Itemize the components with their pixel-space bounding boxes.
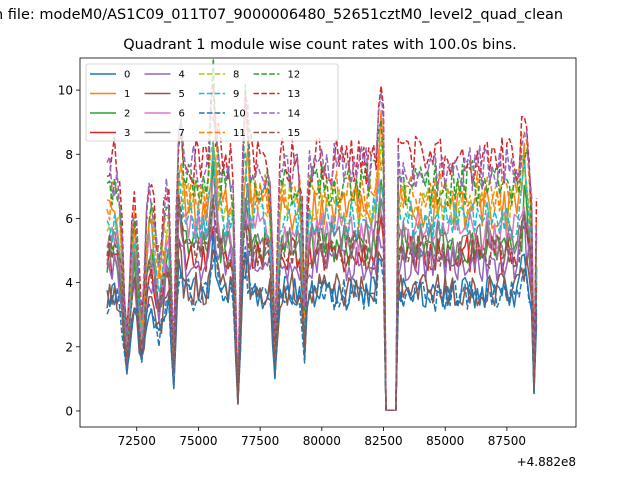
legend-label-7: 7 bbox=[179, 128, 185, 139]
legend-label-6: 6 bbox=[179, 109, 185, 120]
x-tick-label: 80000 bbox=[303, 434, 341, 448]
legend-label-2: 2 bbox=[124, 109, 130, 120]
legend-box bbox=[85, 63, 339, 142]
chart-title: Quadrant 1 module wise count rates with … bbox=[123, 37, 517, 53]
y-tick-label: 6 bbox=[65, 212, 73, 226]
y-tick-label: 2 bbox=[65, 340, 73, 354]
legend-label-8: 8 bbox=[233, 70, 239, 81]
series-line-11 bbox=[106, 109, 538, 412]
y-tick-label: 0 bbox=[65, 404, 73, 418]
legend-label-3: 3 bbox=[124, 128, 130, 139]
legend-label-13: 13 bbox=[288, 89, 301, 100]
figure-suptitle: n file: modeM0/AS1C09_011T07_9000006480_… bbox=[0, 7, 564, 23]
x-tick-label: 77500 bbox=[241, 434, 279, 448]
legend-label-4: 4 bbox=[179, 70, 185, 81]
x-offset-label: +4.882e8 bbox=[517, 455, 576, 469]
series-line-10 bbox=[106, 246, 538, 412]
legend-label-14: 14 bbox=[288, 109, 301, 120]
y-tick-label: 10 bbox=[58, 84, 73, 98]
legend-label-12: 12 bbox=[288, 70, 301, 81]
legend-label-11: 11 bbox=[233, 128, 246, 139]
x-tick-label: 85000 bbox=[426, 434, 464, 448]
legend-label-9: 9 bbox=[233, 89, 239, 100]
legend-label-0: 0 bbox=[124, 70, 130, 81]
y-tick-label: 4 bbox=[65, 276, 73, 290]
legend-label-1: 1 bbox=[124, 89, 130, 100]
x-tick-label: 75000 bbox=[179, 434, 217, 448]
plot-frame bbox=[79, 57, 577, 428]
y-tick-label: 8 bbox=[65, 148, 73, 162]
x-tick-label: 87500 bbox=[488, 434, 526, 448]
series-line-9 bbox=[106, 142, 538, 412]
x-tick-label: 72500 bbox=[118, 434, 156, 448]
x-tick-label: 82500 bbox=[364, 434, 402, 448]
axis-ticks: 72500 75000 77500 80000 82500 85000 87500 0 2 4 6 8… bbox=[58, 84, 526, 448]
legend-label-15: 15 bbox=[288, 128, 301, 139]
legend-label-5: 5 bbox=[179, 89, 185, 100]
series-line-15 bbox=[106, 195, 538, 412]
legend-label-10: 10 bbox=[233, 109, 246, 120]
